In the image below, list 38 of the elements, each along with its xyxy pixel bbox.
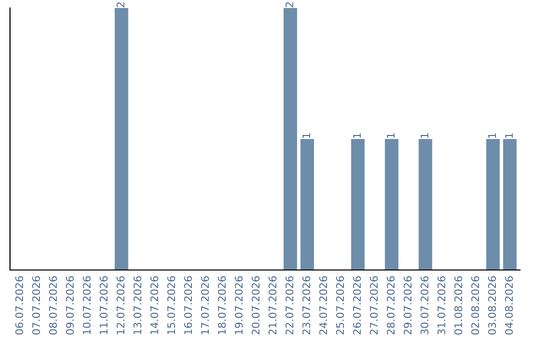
x-tick-label: 19.07.2026 xyxy=(234,276,243,334)
x-tick-label: 17.07.2026 xyxy=(201,276,209,334)
x-tick-label: 22.07.2026 xyxy=(285,276,294,334)
x-tick-label: 08.07.2026 xyxy=(49,276,57,335)
data-label: 1 xyxy=(353,133,361,138)
x-tick-label: 12.07.2026 xyxy=(116,276,124,334)
x-tick-label: 31.07.2026 xyxy=(437,276,446,334)
x-tick-label: 13.07.2026 xyxy=(133,276,142,334)
x-tick-label: 11.07.2026 xyxy=(100,276,108,334)
x-tick-label: 18.07.2026 xyxy=(218,276,226,334)
x-tick-label: 02.08.2026 xyxy=(471,276,480,335)
data-label: 1 xyxy=(302,133,310,138)
x-tick-label: 03.08.2026 xyxy=(488,276,496,335)
x-tick-label: 30.07.2026 xyxy=(420,276,428,334)
data-label: 2 xyxy=(285,2,294,8)
x-tick-label: 25.07.2026 xyxy=(336,276,344,334)
x-tick-label: 04.08.2026 xyxy=(505,276,513,335)
x-tick-label: 24.07.2026 xyxy=(319,276,328,334)
x-tick-label: 15.07.2026 xyxy=(167,276,176,334)
x-tick-label: 26.07.2026 xyxy=(353,276,361,334)
x-tick-label: 20.07.2026 xyxy=(252,276,260,334)
data-label: 1 xyxy=(505,133,513,138)
x-tick-label: 09.07.2026 xyxy=(66,276,74,335)
x-tick-label: 10.07.2026 xyxy=(82,276,91,334)
x-tick-label: 28.07.2026 xyxy=(386,276,395,334)
data-label: 1 xyxy=(420,133,428,138)
data-label: 1 xyxy=(386,133,395,138)
x-tick-label: 21.07.2026 xyxy=(268,276,276,334)
x-tick-label: 16.07.2026 xyxy=(184,276,192,334)
x-tick-label: 27.07.2026 xyxy=(370,276,378,334)
x-tick-label: 01.08.2026 xyxy=(454,276,462,335)
x-tick-label: 23.07.2026 xyxy=(302,276,310,334)
x-tick-label: 06.07.2026 xyxy=(15,276,24,335)
x-tick-label: 14.07.2026 xyxy=(150,276,158,334)
data-label: 2 xyxy=(116,2,124,8)
data-label: 1 xyxy=(488,133,496,138)
x-tick-label: 07.07.2026 xyxy=(32,276,40,335)
x-tick-label: 29.07.2026 xyxy=(404,276,412,334)
